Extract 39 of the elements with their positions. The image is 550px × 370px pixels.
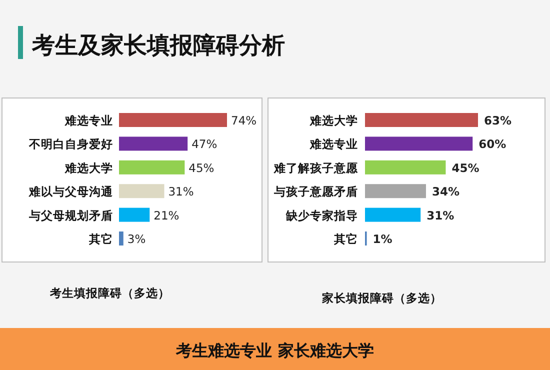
y-tick-label: 缺少专家指导 [285, 208, 358, 222]
bar [119, 208, 150, 222]
y-tick-label: 与父母规划矛盾 [28, 208, 113, 222]
data-label: 63% [484, 114, 512, 128]
y-tick-label: 难以与父母沟通 [28, 184, 114, 199]
data-label: 45% [188, 160, 214, 175]
data-label: 60% [478, 137, 507, 152]
bar [119, 113, 227, 127]
y-tick-label: 不明白自身爱好 [28, 137, 113, 152]
bar [119, 232, 124, 246]
bar [365, 208, 421, 222]
bar [119, 136, 188, 151]
data-label: 3% [127, 232, 146, 246]
y-tick-label: 难了解孩子意愿 [273, 160, 359, 175]
data-label: 31% [426, 208, 455, 222]
bar [365, 160, 446, 174]
x-axis-title: 考生填报障碍（多选） [49, 286, 170, 300]
x-axis-title: 家长填报障碍（多选） [321, 291, 442, 305]
y-tick-label: 难选大学 [309, 114, 358, 128]
data-label: 47% [192, 137, 218, 152]
y-tick-label: 难选专业 [309, 137, 358, 152]
text: 考生难选专业 家长难选大学 [175, 341, 374, 360]
y-tick-label: 与孩子意愿矛盾 [273, 184, 358, 199]
data-label: 45% [452, 160, 480, 175]
y-tick-label: 其它 [333, 232, 358, 246]
data-label: 34% [432, 184, 460, 199]
bar [365, 184, 426, 198]
data-label: 1% [372, 232, 393, 246]
y-tick-label: 难选专业 [64, 114, 113, 128]
y-tick-label: 难选大学 [64, 160, 113, 175]
data-label: 21% [154, 208, 180, 222]
data-label: 31% [168, 184, 194, 199]
text: 考生及家长填报障碍分析 [31, 32, 285, 59]
bar [365, 113, 478, 127]
bar [119, 184, 164, 198]
bar [365, 136, 473, 151]
data-label: 74% [231, 114, 257, 128]
bar [119, 160, 185, 174]
y-tick-label: 其它 [88, 232, 113, 246]
